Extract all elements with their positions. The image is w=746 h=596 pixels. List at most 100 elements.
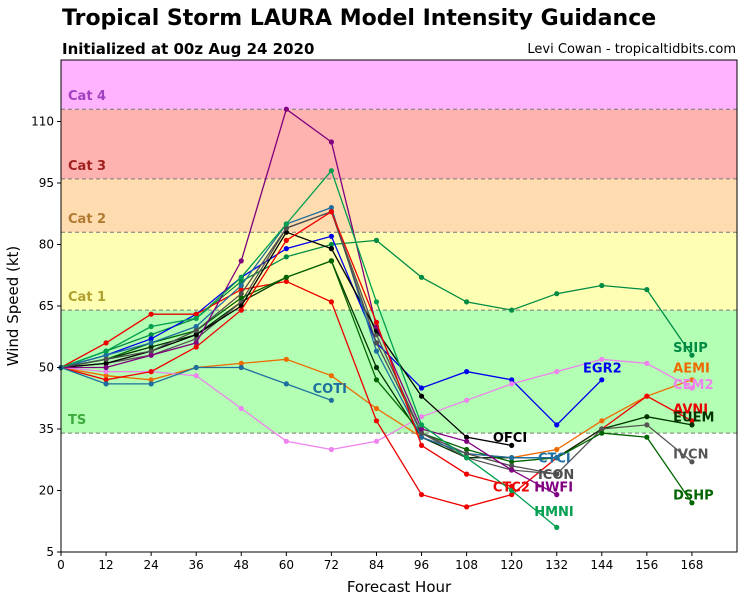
x-tick-label: 48	[234, 558, 249, 572]
series-point-hwfi	[464, 438, 470, 444]
series-point-ivcn	[644, 422, 650, 428]
series-point-euem	[644, 414, 650, 420]
series-point-coti	[283, 381, 289, 387]
series-point-hmni	[418, 422, 425, 428]
series-point-euem	[148, 344, 154, 350]
series-point-ctc2	[464, 471, 470, 477]
series-point-icon	[283, 225, 289, 231]
series-label-cem2: CEM2	[673, 378, 713, 393]
band-cat-1	[61, 232, 737, 311]
series-point-ctci	[238, 282, 244, 289]
chart-credit: Levi Cowan - tropicaltidbits.com	[527, 42, 736, 57]
series-coti	[58, 364, 334, 403]
series-point-ofci	[328, 246, 334, 252]
series-point-avni	[148, 311, 154, 317]
series-point-hwfi	[418, 426, 425, 432]
series-point-ctci	[328, 205, 334, 211]
series-point-dshp	[689, 500, 695, 506]
category-band-labels: TS Cat 1 Cat 2 Cat 3 Cat 4	[68, 89, 106, 428]
series-label-avni: AVNI	[673, 403, 708, 418]
series-point-ctc2	[238, 307, 244, 313]
series-point-avni	[464, 504, 470, 510]
series-point-ship	[554, 291, 560, 297]
x-tick-label: 96	[414, 558, 429, 572]
y-tick-label: 110	[31, 115, 54, 129]
series-point-dshp	[238, 295, 244, 301]
series-point-egr2	[328, 233, 334, 239]
series-point-icon	[373, 340, 380, 346]
series-point-coti	[193, 364, 199, 371]
series-point-cem2	[599, 356, 605, 362]
series-point-aemi	[599, 418, 605, 424]
x-tick-label: 132	[545, 558, 568, 572]
series-point-cem2	[103, 369, 109, 375]
series-ctc2	[58, 209, 515, 489]
series-point-ctc2	[328, 209, 334, 215]
series-point-ivcn	[689, 459, 695, 465]
x-tick-label: 84	[369, 558, 384, 572]
series-point-hwfi	[554, 492, 560, 498]
series-point-dshp	[599, 430, 605, 436]
series-point-euem	[373, 364, 380, 371]
series-point-ship	[689, 352, 695, 358]
series-label-coti: COTI	[313, 382, 347, 397]
chart-title: Tropical Storm LAURA Model Intensity Gui…	[62, 6, 657, 31]
series-point-hmni	[328, 168, 334, 174]
series-point-aemi	[328, 373, 334, 379]
x-tick-label: 108	[455, 558, 478, 572]
series-point-ctci	[418, 434, 425, 440]
series-point-hmni	[373, 299, 380, 305]
series-point-dshp	[644, 434, 650, 440]
series-point-cem2	[238, 405, 244, 412]
y-axis-label: Wind Speed (kt)	[4, 246, 22, 367]
series-point-avni	[103, 340, 109, 346]
series-point-ctc2	[283, 237, 289, 243]
series-point-avni	[509, 492, 515, 498]
series-point-egr2	[283, 246, 289, 252]
series-label-ivcn: IVCN	[673, 448, 708, 463]
x-tick-label: 156	[635, 558, 658, 572]
series-point-egr2	[509, 377, 515, 383]
y-tick-label: 5	[46, 545, 54, 559]
band-cat-3	[61, 109, 737, 179]
series-label-icon: ICON	[538, 468, 574, 483]
series-point-coti	[103, 381, 109, 387]
series-aemi	[58, 356, 695, 461]
series-point-icon	[418, 430, 425, 436]
series-line-icon	[60, 210, 557, 475]
series-point-egr2	[418, 385, 425, 391]
series-label-ofci: OFCI	[493, 431, 527, 446]
series-point-cem2	[689, 385, 695, 391]
series-line-hwfi	[61, 108, 558, 496]
series-point-dshp	[373, 377, 380, 383]
x-tick-label: 144	[590, 558, 613, 572]
model-series	[58, 106, 695, 531]
series-point-ofci	[509, 442, 515, 448]
series-point-hwfi	[103, 364, 109, 371]
series-point-cem2	[328, 446, 334, 453]
series-point-ctci	[509, 455, 515, 461]
y-tick-label: 65	[39, 299, 54, 313]
x-tick-label: 72	[324, 558, 339, 572]
series-point-ship	[148, 332, 154, 338]
series-point-coti	[148, 381, 154, 387]
category-band-dividers	[61, 108, 737, 434]
series-ofci	[58, 229, 515, 448]
series-point-aemi	[283, 356, 289, 362]
series-point-egr2	[464, 369, 470, 375]
y-tick-label: 50	[39, 361, 54, 375]
series-point-aemi	[103, 373, 109, 379]
series-point-ship	[464, 299, 470, 305]
series-point-avni	[283, 278, 289, 284]
series-point-icon	[193, 328, 199, 334]
series-line-hmni	[60, 169, 558, 528]
series-point-cem2	[644, 360, 650, 366]
series-point-ctc2	[148, 369, 154, 375]
series-line-ctci	[60, 206, 557, 459]
series-point-icon	[103, 356, 109, 362]
series-point-cem2	[418, 414, 425, 420]
category-bands	[61, 60, 737, 434]
series-point-ivcn	[599, 426, 605, 432]
